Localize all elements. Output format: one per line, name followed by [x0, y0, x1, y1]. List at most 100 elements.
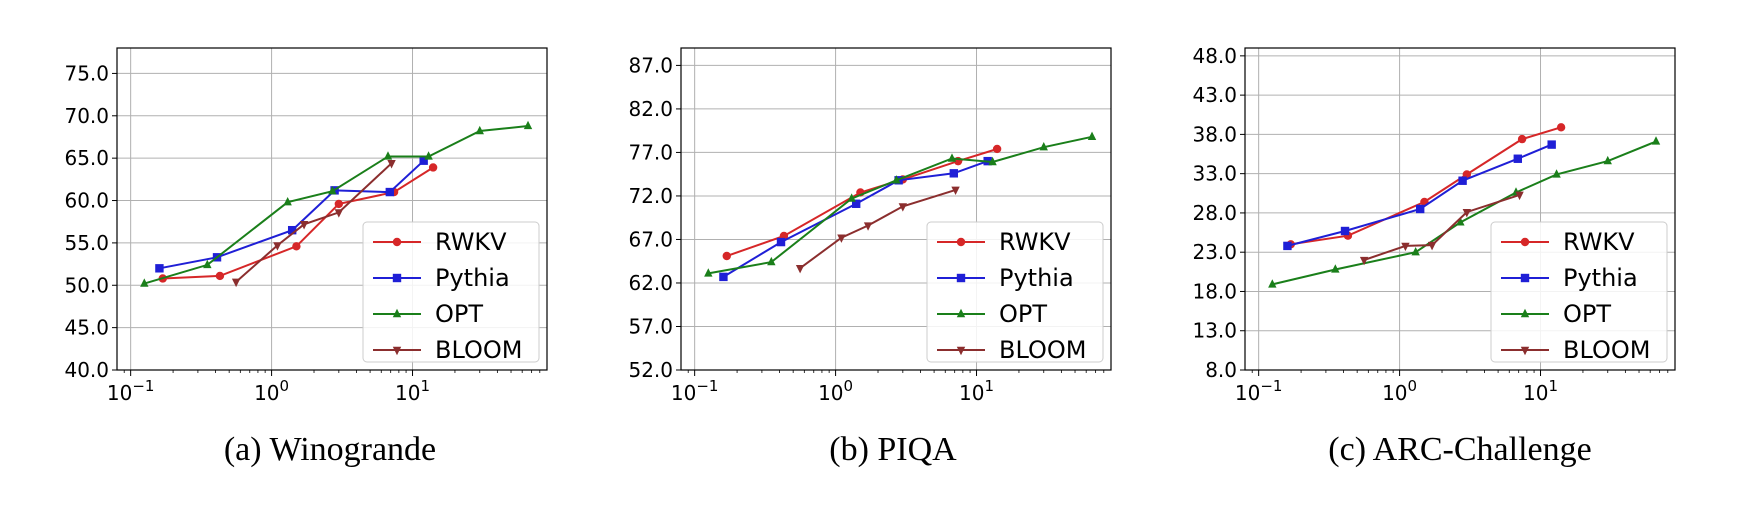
data-point-rwkv — [722, 251, 731, 261]
legend-box — [1490, 221, 1668, 363]
y-tick-label: 82.0 — [628, 97, 673, 121]
y-tick-label: 62.0 — [628, 271, 673, 295]
y-tick-label: 38.0 — [1192, 122, 1237, 146]
data-point-pythia — [949, 169, 959, 178]
data-point-rwkv — [215, 271, 225, 281]
legend-marker-pythia — [392, 273, 402, 283]
data-point-bloom — [299, 221, 309, 230]
data-point-bloom — [1401, 242, 1410, 252]
data-point-bloom — [863, 222, 873, 231]
data-point-bloom — [273, 242, 282, 251]
data-point-opt — [988, 156, 997, 166]
legend-label-opt: OPT — [435, 300, 483, 328]
y-tick-label: 57.0 — [628, 314, 673, 338]
legend: RWKV Pythia OPT BLOOM — [362, 221, 540, 364]
legend-label-rwkv: RWKV — [1563, 228, 1635, 256]
legend-marker-opt — [1520, 308, 1530, 318]
legend-label-opt: OPT — [999, 300, 1047, 328]
y-tick-label: 23.0 — [1192, 240, 1237, 264]
y-tick-label: 18.0 — [1192, 279, 1237, 303]
series-line-rwkv — [162, 166, 434, 280]
legend-label-rwkv: RWKV — [999, 228, 1071, 256]
data-point-bloom — [1515, 191, 1524, 201]
x-tick-label: 101 — [395, 377, 430, 405]
plot-frame — [680, 47, 1112, 371]
data-point-pythia — [851, 199, 861, 208]
data-point-opt — [383, 151, 393, 160]
data-point-opt — [328, 186, 337, 195]
y-tick-label: 45.0 — [64, 316, 109, 340]
y-tick-label: 13.0 — [1192, 319, 1237, 343]
data-point-pythia — [1415, 204, 1425, 214]
legend: RWKV Pythia OPT BLOOM — [1490, 221, 1668, 364]
data-point-pythia — [1458, 176, 1467, 185]
data-point-pythia — [1340, 226, 1350, 236]
data-point-pythia — [776, 237, 786, 247]
data-point-opt — [767, 256, 776, 266]
data-point-bloom — [795, 264, 805, 274]
y-tick-label: 65.0 — [64, 146, 109, 170]
data-point-pythia — [1513, 154, 1523, 163]
y-tick-label: 48.0 — [1192, 44, 1237, 68]
data-point-pythia — [287, 225, 297, 235]
data-point-pythia — [155, 264, 164, 273]
y-tick-label: 8.0 — [1205, 358, 1237, 382]
data-point-opt — [424, 151, 433, 160]
plot-frame — [116, 47, 548, 371]
x-tick-label: 100 — [1382, 377, 1417, 405]
data-point-bloom — [837, 234, 846, 243]
data-point-bloom — [231, 278, 241, 288]
data-point-opt — [1456, 217, 1465, 226]
y-tick-label: 52.0 — [628, 358, 673, 382]
data-point-opt — [283, 197, 292, 206]
y-tick-label: 77.0 — [628, 140, 673, 164]
plot-frame — [1244, 47, 1676, 371]
x-tick-label: 10−1 — [107, 377, 155, 405]
legend-box — [926, 221, 1104, 363]
data-point-opt — [475, 125, 484, 135]
x-tick-label: 101 — [959, 377, 994, 405]
y-tick-label: 75.0 — [64, 61, 109, 85]
data-point-rwkv — [428, 163, 438, 172]
legend-marker-bloom — [392, 346, 402, 356]
data-point-bloom — [334, 209, 344, 218]
y-tick-label: 43.0 — [1192, 83, 1237, 107]
series-line-opt — [1272, 140, 1657, 286]
data-point-opt — [523, 120, 533, 130]
legend-marker-bloom — [1520, 346, 1530, 356]
data-point-opt — [947, 153, 957, 162]
legend-label-pythia: Pythia — [999, 264, 1074, 292]
data-point-opt — [1651, 136, 1661, 145]
panel-caption: (c) ARC-Challenge — [1328, 431, 1591, 468]
series-line-pythia — [722, 160, 989, 278]
series-line-opt — [708, 135, 1093, 275]
chart-panel-3: 8.0 13.0 18.0 23.0 28.0 33.0 38.0 43.0 48.0 10−1 1… — [1192, 44, 1676, 468]
legend: RWKV Pythia OPT BLOOM — [926, 221, 1104, 364]
series-line-opt — [144, 125, 529, 285]
data-point-opt — [140, 278, 149, 287]
data-point-pythia — [385, 187, 395, 197]
data-point-bloom — [898, 203, 908, 212]
y-tick-label: 40.0 — [64, 358, 109, 382]
panel-caption: (b) PIQA — [829, 431, 957, 468]
legend-label-pythia: Pythia — [435, 264, 510, 292]
data-point-pythia — [1547, 140, 1556, 149]
y-tick-label: 33.0 — [1192, 162, 1237, 186]
legend-label-pythia: Pythia — [1563, 264, 1638, 292]
legend-label-rwkv: RWKV — [435, 228, 507, 256]
legend-marker-rwkv — [392, 237, 402, 247]
x-tick-label: 100 — [254, 377, 289, 405]
series-line-pythia — [1287, 143, 1553, 247]
y-tick-label: 55.0 — [64, 231, 109, 255]
x-tick-label: 10−1 — [1235, 377, 1283, 405]
data-point-bloom — [951, 186, 960, 196]
data-point-opt — [1603, 155, 1612, 165]
data-point-opt — [1039, 142, 1048, 151]
data-point-bloom — [1427, 241, 1437, 251]
legend-label-bloom: BLOOM — [435, 336, 522, 364]
data-point-opt — [892, 175, 901, 184]
data-point-opt — [847, 193, 856, 202]
data-point-bloom — [1359, 256, 1369, 266]
data-point-opt — [203, 259, 212, 269]
